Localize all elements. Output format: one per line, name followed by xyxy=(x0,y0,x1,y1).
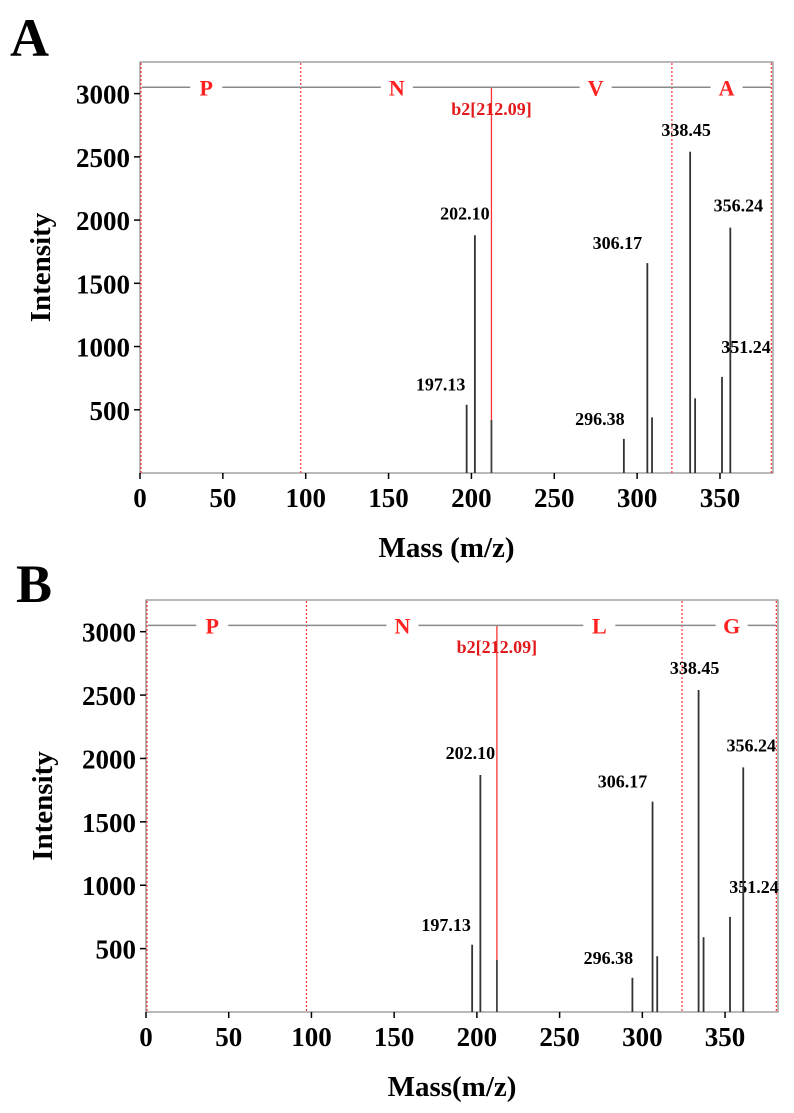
panel-letter-a: A xyxy=(10,8,49,68)
y-axis-title: Intensity xyxy=(27,751,59,861)
x-tick-label: 50 xyxy=(209,483,236,513)
y-tick-label: 1000 xyxy=(76,333,130,363)
residue-label: N xyxy=(394,613,410,638)
x-tick-label: 200 xyxy=(451,483,492,513)
peak-label: 356.24 xyxy=(714,196,764,216)
spectrum-panel-b: 500 1000 1500 2000 2500 3000 0 50 100 150 200 250 30… xyxy=(27,599,779,1103)
x-tick-label: 200 xyxy=(457,1022,498,1052)
residue-label: P xyxy=(205,613,218,638)
x-tick-label: 300 xyxy=(622,1022,663,1052)
y-tick-label: 3000 xyxy=(76,80,130,110)
y-tick-label: 1500 xyxy=(82,808,136,838)
residue-label: V xyxy=(588,75,604,100)
peak-label: 296.38 xyxy=(575,409,625,429)
plot-frame xyxy=(145,599,779,1013)
peak-label: 197.13 xyxy=(421,915,471,935)
x-tick-label: 100 xyxy=(291,1022,332,1052)
spectrum-panel-a: 500 1000 1500 2000 2500 3000 0 50 100 150 200 250 30… xyxy=(25,61,774,564)
y-tick-label: 3000 xyxy=(82,618,136,648)
y-tick-label: 2000 xyxy=(76,206,130,236)
peak-label: 306.17 xyxy=(598,772,648,792)
peak-label: 351.24 xyxy=(721,337,771,357)
peak-label: 202.10 xyxy=(440,203,490,223)
residue-label: A xyxy=(719,75,735,100)
y-tick-label: 1000 xyxy=(82,871,136,901)
x-tick-label: 150 xyxy=(368,483,409,513)
x-tick-label: 50 xyxy=(215,1022,242,1052)
b-ion-label: b2[212.09] xyxy=(457,637,538,657)
y-tick-label: 500 xyxy=(96,935,137,965)
peak-label: 338.45 xyxy=(670,658,720,678)
panel-letter-b: B xyxy=(16,554,52,614)
b-ion-label: b2[212.09] xyxy=(451,99,532,119)
residue-label: P xyxy=(200,75,213,100)
x-tick-label: 150 xyxy=(374,1022,415,1052)
x-tick-label: 300 xyxy=(617,483,658,513)
residue-label: N xyxy=(389,75,405,100)
x-tick-label: 100 xyxy=(285,483,326,513)
y-tick-label: 500 xyxy=(90,396,131,426)
peak-label: 296.38 xyxy=(584,948,634,968)
y-tick-label: 2500 xyxy=(76,143,130,173)
x-tick-label: 350 xyxy=(700,483,741,513)
x-axis-title: Mass (m/z) xyxy=(378,532,514,564)
residue-label: L xyxy=(592,613,607,638)
y-tick-label: 2000 xyxy=(82,744,136,774)
peak-label: 338.45 xyxy=(661,120,711,140)
x-tick-label: 350 xyxy=(705,1022,746,1052)
peak-label: 197.13 xyxy=(416,375,466,395)
x-tick-label: 0 xyxy=(133,483,147,513)
x-tick-label: 250 xyxy=(534,483,575,513)
residue-label: G xyxy=(723,613,740,638)
y-axis-title: Intensity xyxy=(25,212,57,322)
plot-frame xyxy=(139,61,774,474)
x-tick-label: 0 xyxy=(139,1022,153,1052)
y-tick-label: 2500 xyxy=(82,681,136,711)
peak-label: 356.24 xyxy=(727,735,777,755)
x-tick-label: 250 xyxy=(539,1022,580,1052)
peak-label: 306.17 xyxy=(593,233,643,253)
y-tick-label: 1500 xyxy=(76,269,130,299)
peak-label: 202.10 xyxy=(446,743,496,763)
x-axis-title: Mass(m/z) xyxy=(388,1071,517,1103)
peak-label: 351.24 xyxy=(729,877,779,897)
